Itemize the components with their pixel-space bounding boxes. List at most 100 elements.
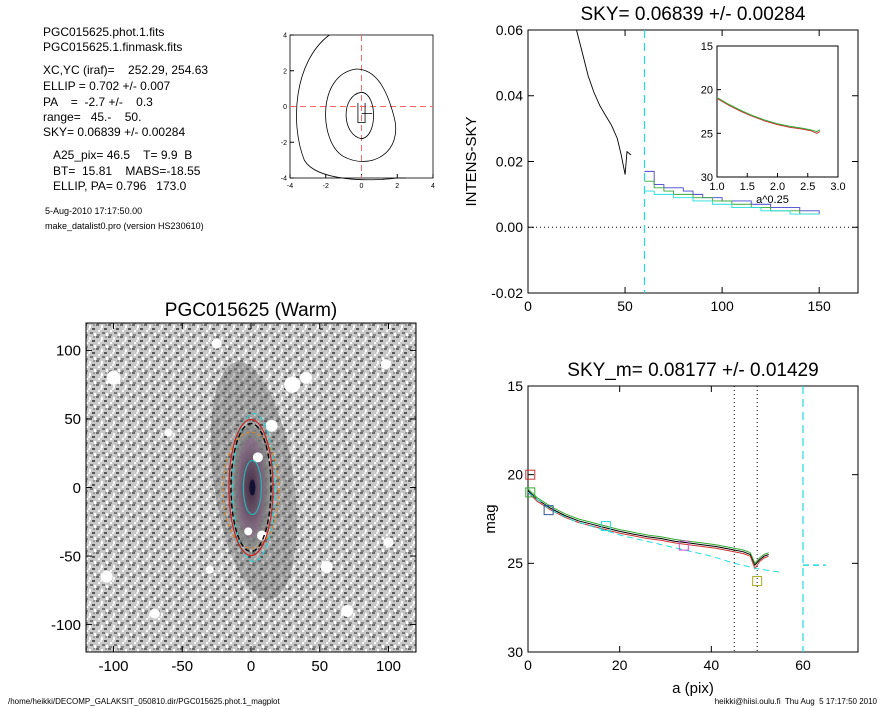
info-line: BT= 15.81 MABS=-18.55 <box>53 164 201 178</box>
image-xtick-label: -50 <box>171 658 193 675</box>
magnitude-xlabel: a (pix) <box>672 680 714 697</box>
contour-line <box>296 34 407 181</box>
intensity-title: SKY= 0.06839 +/- 0.00284 <box>580 4 805 25</box>
magnitude-xtick-label: 40 <box>704 657 720 673</box>
inset-xtick-label: 2.5 <box>800 181 815 193</box>
image-title: PGC015625 (Warm) <box>165 300 337 321</box>
inset-ytick-label: 20 <box>701 85 713 97</box>
contour-xtick-label: 0 <box>360 183 364 190</box>
contour-ytick-label: -4 <box>281 176 287 183</box>
image-panel: -100 -50 0 50 100 100 50 0 -50 -100 PGC015625 (War… <box>51 300 417 675</box>
info-line: SKY= 0.06839 +/- 0.00284 <box>43 125 186 139</box>
intensity-xtick-label: 50 <box>617 298 633 314</box>
magnitude-xtick-label: 0 <box>524 657 532 673</box>
ellipse-inner <box>242 459 262 516</box>
magnitude-marker <box>600 521 611 532</box>
mask-blob <box>380 359 391 370</box>
magnitude-series-line <box>527 492 781 573</box>
mask-blob <box>320 561 333 574</box>
contour-core <box>357 102 373 123</box>
image-xtick-label: 0 <box>247 658 255 675</box>
mask-blob <box>257 530 267 541</box>
intensity-ytick-label: -0.02 <box>491 285 523 301</box>
info-line: PGC015625.phot.1.fits <box>43 25 165 39</box>
galaxy-core <box>249 479 256 496</box>
contour-ytick-label: 4 <box>283 33 287 40</box>
image-ytick-label: 0 <box>73 480 81 497</box>
magnitude-ytick-label: 20 <box>507 467 523 483</box>
inset-ytick-label: 25 <box>701 128 713 140</box>
inset-frame <box>716 45 839 178</box>
intensity-xtick-label: 100 <box>710 298 734 314</box>
mask-blob <box>383 537 394 548</box>
mask-blob <box>106 370 121 385</box>
ellipse-red <box>228 418 274 557</box>
intensity-ytick-label: 0.06 <box>496 22 523 38</box>
inset-xtick-label: 2.0 <box>770 181 785 193</box>
mask-blob <box>205 565 214 574</box>
magnitude-title: SKY_m= 0.08177 +/- 0.01429 <box>567 360 818 381</box>
mask-blob <box>164 428 173 437</box>
magnitude-ylabel: mag <box>482 504 499 533</box>
contour-xtick-label: -2 <box>323 183 329 190</box>
magnitude-series-line <box>527 490 769 567</box>
contour-xtick-label: 4 <box>431 183 435 190</box>
contour-xtick-label: -4 <box>287 183 293 190</box>
contour-panel: -4 -2 0 2 4 4 2 0 -2 -4 <box>281 33 435 191</box>
magnitude-xtick-label: 60 <box>795 657 811 673</box>
inset-ytick-label: 15 <box>701 41 713 53</box>
ellipse-outer <box>232 412 276 563</box>
intensity-series-line <box>644 190 820 215</box>
info-line: ELLIP = 0.702 +/- 0.007 <box>43 79 171 93</box>
contour-ytick-label: 2 <box>283 68 287 75</box>
inset-xtick-label: 1.0 <box>709 181 724 193</box>
contour-xtick-label: 2 <box>395 183 399 190</box>
image-xtick-label: 50 <box>311 658 328 675</box>
magnitude-ytick-label: 30 <box>507 644 523 660</box>
mask-blob <box>100 570 113 583</box>
ellipse-orange <box>222 431 280 549</box>
magnitude-marker <box>752 576 763 587</box>
contour-line <box>325 68 396 162</box>
image-ytick-label: 100 <box>56 343 81 360</box>
info-line: PGC015625.1.finmask.fits <box>43 40 183 54</box>
mask-blob <box>300 371 312 384</box>
info-line: XC,YC (iraf)= 252.29, 254.63 <box>43 63 209 77</box>
image-ytick-label: 50 <box>64 411 81 428</box>
intensity-ytick-label: 0.00 <box>496 219 523 235</box>
intensity-series-line <box>576 29 632 175</box>
info-program: make_datalist0.pro (version HS230610) <box>45 221 204 231</box>
intensity-xtick-label: 0 <box>524 298 532 314</box>
intensity-ylabel: INTENS-SKY <box>463 116 480 206</box>
contour-ytick-label: 0 <box>283 104 287 111</box>
info-line: ELLIP, PA= 0.796 173.0 <box>53 179 187 193</box>
magnitude-xtick-label: 20 <box>612 657 628 673</box>
inset-xtick-label: 3.0 <box>830 181 845 193</box>
magnitude-series-line <box>527 492 769 570</box>
contour-line <box>345 91 374 140</box>
magnitude-marker <box>525 487 536 498</box>
mask-blob <box>149 608 160 619</box>
magnitude-series-line <box>527 488 769 565</box>
intensity-series-line <box>644 180 820 215</box>
info-line: A25_pix= 46.5 T= 9.9 B <box>53 148 193 162</box>
magnitude-marker <box>543 505 554 516</box>
magnitude-panel: 0 20 40 60 15 20 25 30 SKY_m= 0.08177 +/- 0.0142… <box>482 360 859 697</box>
inset-series-line <box>716 97 821 134</box>
inset-ytick-label: 30 <box>701 172 713 184</box>
magnitude-marker <box>525 469 536 480</box>
mask-blob <box>252 452 263 463</box>
mask-blob <box>244 527 253 536</box>
magnitude-ytick-label: 25 <box>507 555 523 571</box>
intensity-ytick-label: 0.02 <box>496 153 523 169</box>
magnitude-marker <box>678 540 689 551</box>
mask-blob <box>284 376 301 393</box>
ellipse-black <box>230 422 272 553</box>
mask-blob <box>341 604 354 617</box>
info-line: PA = -2.7 +/- 0.3 <box>43 95 153 109</box>
image-ytick-label: -100 <box>51 617 81 634</box>
intensity-ytick-label: 0.04 <box>496 88 523 104</box>
mask-blob <box>211 338 222 349</box>
contour-ytick-label: -2 <box>281 140 287 147</box>
